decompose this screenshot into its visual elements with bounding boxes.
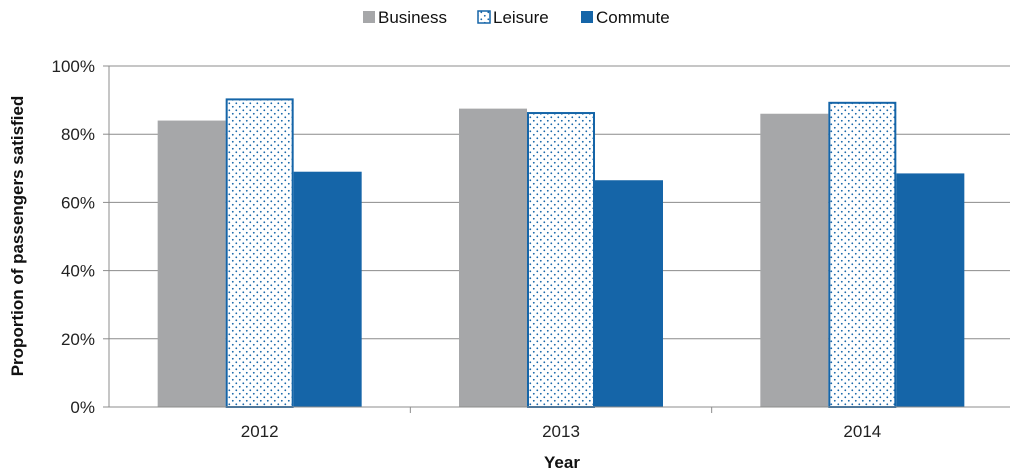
y-tick-label: 100%: [52, 57, 95, 76]
y-axis-title: Proportion of passengers satisfied: [8, 96, 27, 377]
x-tick-label: 2012: [241, 422, 279, 441]
bar-business-2012: [157, 120, 226, 407]
y-tick-label: 80%: [61, 125, 95, 144]
bars: [157, 98, 965, 409]
bar-leisure-2012: [225, 98, 294, 409]
legend-swatch-leisure: [477, 10, 491, 24]
legend-swatch-business: [363, 11, 375, 23]
x-tick-label: 2013: [542, 422, 580, 441]
bar-business-2014: [760, 113, 829, 408]
y-tick-label: 60%: [61, 193, 95, 212]
legend-label-business: Business: [378, 8, 447, 27]
legend: Business Leisure Commute: [363, 8, 670, 27]
legend-label-leisure: Leisure: [493, 8, 549, 27]
legend-swatch-commute: [581, 11, 593, 23]
bar-commute-2013: [595, 180, 663, 407]
bar-business-2013: [459, 108, 527, 407]
y-tick-label: 20%: [61, 330, 95, 349]
bar-leisure-2013: [527, 112, 595, 408]
bar-commute-2012: [293, 171, 362, 407]
x-tick-label: 2014: [843, 422, 881, 441]
bar-leisure-2014: [828, 101, 897, 409]
y-tick-label: 40%: [61, 262, 95, 281]
bar-commute-2014: [896, 173, 965, 407]
legend-label-commute: Commute: [596, 8, 670, 27]
axes: 0% 20% 40% 60% 80% 100% 2012 2013 2014: [52, 57, 1010, 441]
x-axis-title: Year: [544, 453, 580, 472]
y-tick-label: 0%: [70, 398, 95, 417]
